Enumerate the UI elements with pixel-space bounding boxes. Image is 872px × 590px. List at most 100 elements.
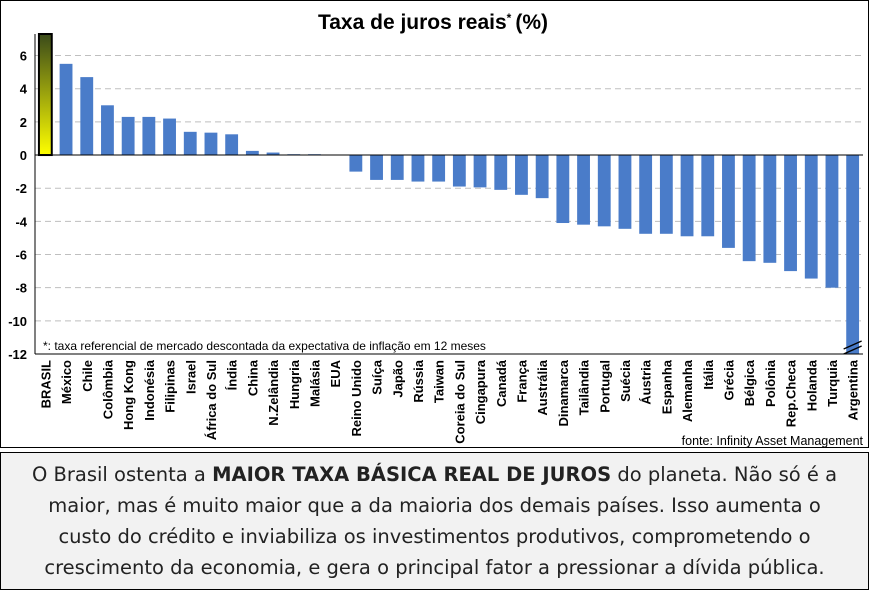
bar-índia: [225, 134, 239, 156]
x-tick-label: Rep.Checa: [784, 359, 799, 427]
x-tick-label: BRASIL: [38, 360, 53, 408]
x-tick-label: Hong Kong: [121, 360, 136, 430]
y-tick-label: -10: [8, 314, 27, 329]
bar-hong-kong: [121, 116, 135, 156]
y-tick-label: -2: [15, 181, 27, 196]
x-tick-label: China: [245, 359, 260, 396]
x-tick-label: Colômbia: [100, 359, 115, 419]
bar-polônia: [763, 155, 777, 263]
bar-grécia: [722, 155, 735, 248]
x-tick-label: França: [514, 359, 529, 402]
bar-china: [245, 150, 259, 156]
bar-austrália: [535, 155, 549, 199]
bar-filipinas: [163, 118, 176, 156]
bar-frança: [515, 155, 528, 195]
x-tick-label: N.Zelândia: [266, 359, 281, 426]
chart-source: fonte: Infinity Asset Management: [682, 434, 864, 447]
bar-taiwan: [432, 155, 446, 182]
chart-title-unit: (%): [515, 11, 548, 34]
y-tick-label: -4: [15, 214, 27, 229]
caption-box: O Brasil ostenta a MAIOR TAXA BÁSICA REA…: [0, 452, 869, 590]
bar-canadá: [494, 155, 508, 190]
x-tick-label: Índia: [225, 359, 240, 390]
bar-japão: [390, 155, 404, 180]
x-tick-label: Espanha: [659, 359, 674, 414]
bar-alemanha: [680, 155, 694, 237]
caption-line4: crescimento da economia, e gera o princi…: [44, 556, 825, 579]
bar-colômbia: [101, 105, 114, 156]
bar-coreia-do-sul: [452, 155, 466, 187]
bar-holanda: [804, 155, 818, 279]
y-tick-label: -8: [15, 281, 27, 296]
caption-text: O Brasil ostenta a MAIOR TAXA BÁSICA REA…: [12, 459, 857, 583]
bar-itália: [701, 155, 715, 237]
chart-svg: 6 4 2 0 -2 -4 -6 -8 -10 -12 BRASIL México Chile Colôm…: [8, 11, 864, 447]
caption-line3: custo do crédito e inviabiliza os invest…: [58, 525, 811, 548]
bar-turquia: [825, 155, 839, 288]
x-tick-label: Áustria: [639, 359, 654, 405]
x-tick-label: África do Sul: [204, 360, 219, 440]
bar-áfrica-do-sul: [204, 132, 218, 156]
chart-title: Taxa de juros reais* (%): [318, 11, 548, 34]
y-tick-label: -6: [15, 248, 27, 263]
bar-chile: [80, 77, 94, 156]
bar-portugal: [597, 155, 611, 227]
bar-suécia: [618, 155, 632, 229]
bar-rússia: [411, 155, 425, 182]
x-tick-label: Polônia: [763, 359, 778, 407]
bar-áustria: [639, 155, 653, 234]
bar-reino-unido: [349, 155, 363, 172]
bar-bélgica: [742, 155, 756, 262]
axis-break-mark: [843, 345, 862, 355]
axis-break-mark: [843, 340, 862, 350]
bar-espanha: [659, 155, 673, 234]
bar-israel: [183, 131, 197, 156]
chart-title-mark: *: [507, 11, 512, 25]
bar-n-zelândia: [266, 152, 280, 156]
bar-rep-checa: [784, 155, 797, 272]
x-tick-label: Cingapura: [473, 359, 488, 424]
chart-frame: 6 4 2 0 -2 -4 -6 -8 -10 -12 BRASIL México Chile Colôm…: [0, 0, 869, 448]
x-tick-label: Alemanha: [680, 359, 695, 422]
bar-indonésia: [142, 116, 156, 156]
chart-footnote: *: taxa referencial de mercado descontad…: [43, 339, 486, 353]
bar-méxico: [59, 63, 73, 156]
y-tick-label: 2: [20, 115, 27, 130]
x-tick-label: Malásia: [307, 359, 322, 407]
bar-dinamarca: [556, 155, 570, 224]
x-tick-label: Taiwan: [432, 360, 447, 403]
x-tick-label: Filipinas: [163, 360, 178, 413]
caption-line1-post: do planeta. Não só é a: [611, 463, 838, 486]
x-tick-label: Reino Unido: [349, 360, 364, 437]
y-tick-label: -12: [8, 347, 27, 362]
x-tick-label: Suécia: [618, 359, 633, 402]
x-tick-label: Holanda: [804, 359, 819, 411]
y-tick-label: 0: [20, 148, 27, 163]
x-tick-label: Rússia: [411, 359, 426, 402]
x-tick-label: Argentina: [846, 359, 861, 420]
y-tick-label: 6: [20, 49, 27, 64]
x-tick-label: Dinamarca: [556, 359, 571, 426]
x-tick-label: Indonésia: [142, 359, 157, 420]
x-tick-label: Itália: [701, 359, 716, 389]
x-tick-label: Grécia: [721, 359, 736, 400]
x-tick-label: Israel: [183, 360, 198, 394]
x-tick-label: Coreia do Sul: [452, 360, 467, 444]
x-tick-label: Suíça: [370, 359, 385, 394]
x-tick-label: Tailândia: [577, 359, 592, 415]
caption-line2: maior, mas é muito maior que a da maiori…: [48, 494, 821, 517]
bar-argentina: [846, 155, 860, 354]
x-tick-label: México: [59, 360, 74, 404]
chart-title-text: Taxa de juros reais: [318, 11, 507, 34]
x-tick-label: Austrália: [535, 359, 550, 415]
x-tick-label: Bélgica: [742, 359, 757, 406]
y-tick-label: 4: [20, 82, 28, 97]
caption-line1-pre: O Brasil ostenta a: [31, 463, 213, 486]
x-tick-label: Chile: [80, 360, 95, 392]
x-tick-label: EUA: [328, 359, 343, 387]
x-tick-label: Portugal: [597, 360, 612, 413]
bar-brasil: [37, 33, 53, 157]
bar-tailândia: [577, 155, 590, 225]
bar-suíça: [370, 155, 383, 180]
bar-cingapura: [473, 155, 487, 188]
